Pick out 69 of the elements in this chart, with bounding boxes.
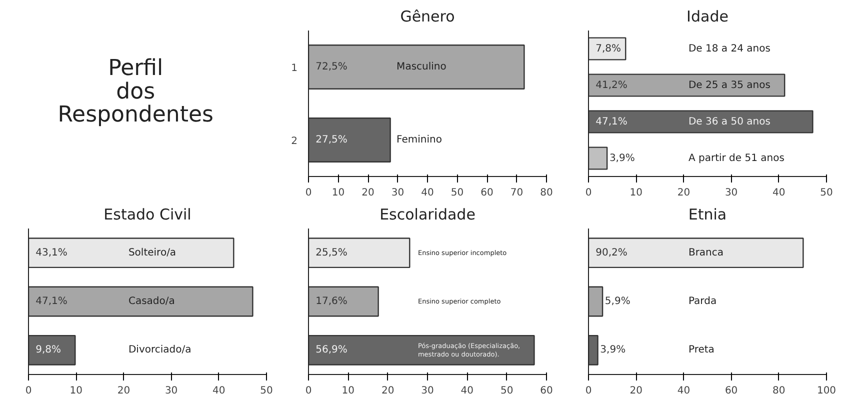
x-tick-label: 40 xyxy=(772,188,786,198)
annotation: Preta xyxy=(688,344,714,356)
x-tick-label: 10 xyxy=(342,386,355,396)
x-tick-label: 50 xyxy=(450,188,464,198)
text: Perfil dos Respondentes xyxy=(58,56,214,128)
data-label: 47,1% xyxy=(36,296,68,307)
x-tick-label: 80 xyxy=(540,188,553,198)
x-tick-label: 30 xyxy=(724,188,738,198)
x-tick-label: 50 xyxy=(260,386,273,396)
annotation: Feminino xyxy=(396,134,442,146)
x-tick-label: 20 xyxy=(117,386,130,396)
annotation: A partir de 51 anos xyxy=(688,152,784,164)
chart-title: Gênero xyxy=(400,8,455,26)
chart-title: Etnia xyxy=(688,206,727,224)
annotation: De 18 a 24 anos xyxy=(688,43,770,54)
x-tick-label: 10 xyxy=(332,188,345,198)
annotation: Branca xyxy=(688,247,724,258)
annotation: De 36 a 50 anos xyxy=(688,116,770,128)
x-tick-label: 20 xyxy=(677,188,690,198)
data-label: 17,6% xyxy=(316,296,348,307)
x-tick-label: 10 xyxy=(70,386,82,396)
annotation: Divorciado/a xyxy=(128,344,192,356)
data-label: 7,8% xyxy=(596,43,622,54)
annotation: Parda xyxy=(688,296,717,307)
x-tick-label: 20 xyxy=(381,386,394,396)
x-tick-label: 40 xyxy=(212,386,226,396)
chart-title: Escolaridade xyxy=(380,206,476,224)
x-tick-label: 20 xyxy=(630,386,642,396)
data-label: 3,9% xyxy=(600,344,626,356)
x-tick-label: 0 xyxy=(585,188,592,198)
annotation: Solteiro/a xyxy=(128,247,176,258)
x-tick-label: 60 xyxy=(540,386,553,396)
x-tick-label: 70 xyxy=(510,188,524,198)
data-label: 41,2% xyxy=(596,80,628,91)
x-tick-label: 0 xyxy=(25,386,32,396)
x-tick-label: 30 xyxy=(164,386,178,396)
x-tick-label: 40 xyxy=(421,188,434,198)
x-tick-label: 50 xyxy=(820,188,833,198)
annotation: Casado/a xyxy=(128,296,175,307)
data-label: 43,1% xyxy=(36,247,68,258)
x-tick-label: 30 xyxy=(421,386,434,396)
chart-title: Estado Civil xyxy=(104,206,192,224)
x-tick-label: 10 xyxy=(630,188,642,198)
data-label: 25,5% xyxy=(316,247,348,258)
x-tick-label: 0 xyxy=(305,188,312,198)
x-tick-label: 20 xyxy=(362,188,374,198)
x-tick-label: 0 xyxy=(585,386,592,396)
data-label: 47,1% xyxy=(596,116,628,128)
data-label: 9,8% xyxy=(36,344,62,356)
y-tick-label: 1 xyxy=(291,63,298,74)
x-tick-label: 60 xyxy=(480,188,494,198)
data-label: 72,5% xyxy=(316,62,348,72)
data-label: 5,9% xyxy=(604,296,630,307)
annotation: Masculino xyxy=(396,62,446,72)
chart-title: Idade xyxy=(686,8,728,26)
data-label: 27,5% xyxy=(316,134,348,146)
x-tick-label: 100 xyxy=(816,386,836,396)
x-tick-label: 40 xyxy=(460,386,474,396)
x-tick-label: 60 xyxy=(724,386,738,396)
annotation: De 25 a 35 anos xyxy=(688,80,770,91)
data-label: 90,2% xyxy=(596,247,628,258)
x-tick-label: 0 xyxy=(305,386,312,396)
x-tick-label: 80 xyxy=(772,386,786,396)
data-label: 3,9% xyxy=(609,152,635,164)
x-tick-label: 30 xyxy=(391,188,404,198)
x-tick-label: 40 xyxy=(677,386,690,396)
x-tick-label: 50 xyxy=(500,386,514,396)
data-label: 56,9% xyxy=(316,344,348,356)
y-tick-label: 2 xyxy=(291,136,298,147)
